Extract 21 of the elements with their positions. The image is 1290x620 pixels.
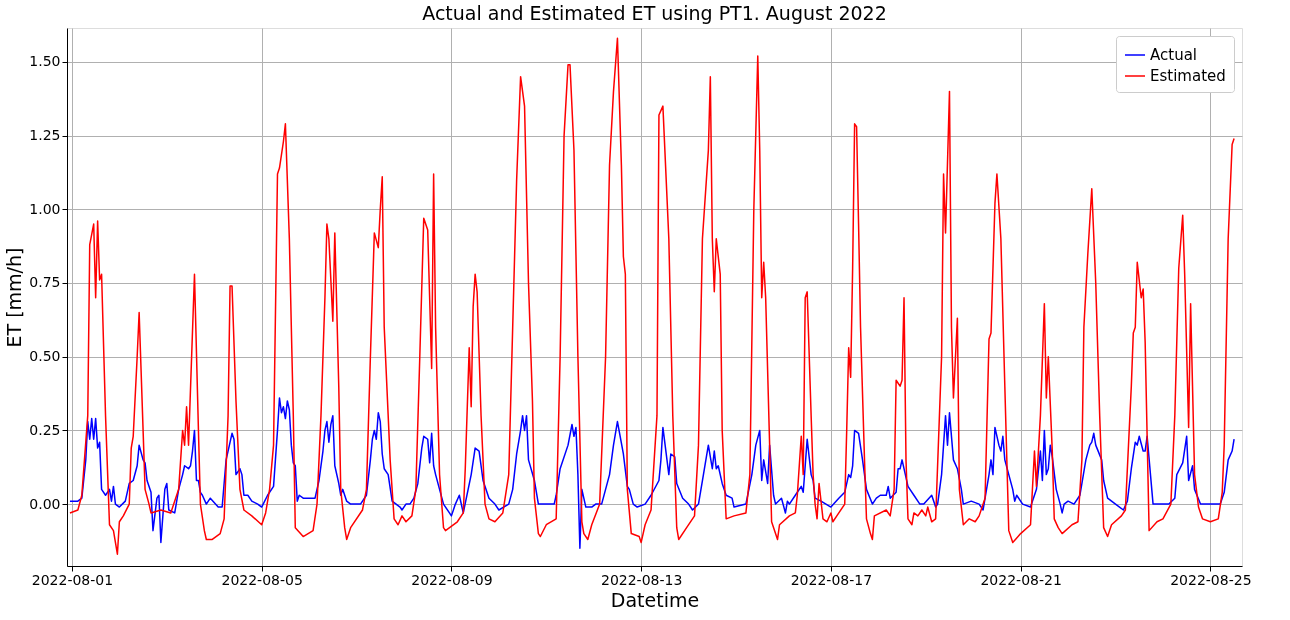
legend-label: Estimated	[1150, 67, 1226, 85]
y-axis-title: ET [mm/h]	[3, 247, 26, 348]
x-tick-label: 2022-08-21	[980, 571, 1062, 588]
x-tick-label: 2022-08-17	[790, 571, 873, 588]
x-tick-label: 2022-08-09	[411, 571, 493, 588]
y-tick-label: 1.50	[29, 53, 61, 70]
line-series	[69, 37, 1235, 555]
y-tick-label: 1.25	[29, 127, 61, 144]
x-tick-label: 2022-08-01	[31, 571, 114, 588]
x-tick-label: 2022-08-13	[600, 571, 683, 588]
y-tick-label: 0.50	[29, 348, 61, 365]
y-tick-label: 1.00	[29, 200, 61, 217]
line-series	[69, 397, 1235, 550]
chart-title: Actual and Estimated ET using PT1. August 2022	[422, 2, 887, 24]
y-tick-label: 0.00	[29, 495, 61, 512]
x-axis-title: Datetime	[610, 588, 700, 611]
legend-label: Actual	[1150, 46, 1197, 64]
x-tick-label: 2022-08-05	[221, 571, 303, 588]
y-tick-label: 0.75	[29, 274, 61, 291]
y-tick-label: 0.25	[29, 421, 61, 438]
x-tick-label: 2022-08-25	[1170, 571, 1252, 588]
